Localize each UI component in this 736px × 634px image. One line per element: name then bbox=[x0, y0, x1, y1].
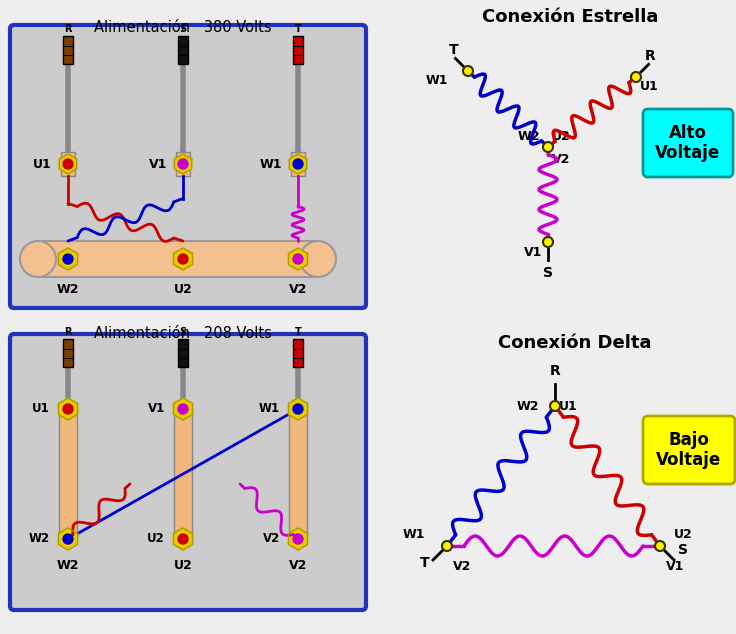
Text: W1: W1 bbox=[403, 528, 425, 541]
Text: Bajo
Voltaje: Bajo Voltaje bbox=[657, 430, 721, 469]
FancyBboxPatch shape bbox=[10, 334, 366, 610]
Text: T: T bbox=[449, 43, 459, 57]
Text: W1: W1 bbox=[259, 403, 280, 415]
Circle shape bbox=[442, 541, 452, 551]
Bar bbox=[293, 339, 303, 367]
FancyBboxPatch shape bbox=[643, 416, 735, 484]
Text: U1: U1 bbox=[559, 399, 578, 413]
Text: V2: V2 bbox=[289, 283, 307, 296]
Circle shape bbox=[20, 241, 56, 277]
Text: V1: V1 bbox=[666, 560, 684, 573]
Circle shape bbox=[63, 254, 73, 264]
Text: R: R bbox=[645, 49, 655, 63]
Bar bbox=[63, 339, 73, 367]
Text: V2: V2 bbox=[552, 153, 570, 166]
Circle shape bbox=[293, 404, 303, 414]
Circle shape bbox=[543, 237, 553, 247]
Bar bbox=[38, 241, 318, 277]
Circle shape bbox=[293, 254, 303, 264]
Polygon shape bbox=[58, 248, 77, 270]
Text: W2: W2 bbox=[57, 559, 79, 572]
Text: T: T bbox=[420, 556, 429, 570]
Circle shape bbox=[543, 142, 553, 152]
Polygon shape bbox=[289, 398, 308, 420]
Text: R: R bbox=[64, 24, 71, 34]
Text: U2: U2 bbox=[174, 559, 192, 572]
Circle shape bbox=[300, 241, 336, 277]
Circle shape bbox=[293, 534, 303, 544]
Text: W1: W1 bbox=[425, 75, 448, 87]
Bar bbox=[178, 339, 188, 367]
Circle shape bbox=[63, 159, 73, 169]
Bar bbox=[174, 409, 192, 539]
Text: S: S bbox=[543, 266, 553, 280]
Circle shape bbox=[463, 66, 473, 76]
Text: Conexión Estrella: Conexión Estrella bbox=[482, 8, 658, 26]
Text: V2: V2 bbox=[453, 560, 471, 573]
Text: S: S bbox=[678, 543, 688, 557]
Text: T: T bbox=[294, 327, 301, 337]
Text: V1: V1 bbox=[148, 403, 165, 415]
Text: V2: V2 bbox=[263, 533, 280, 545]
Circle shape bbox=[550, 401, 560, 411]
Bar bbox=[59, 409, 77, 539]
Text: U1: U1 bbox=[32, 403, 50, 415]
Text: R: R bbox=[64, 327, 71, 337]
Text: U1: U1 bbox=[640, 81, 659, 93]
Polygon shape bbox=[60, 154, 77, 174]
Text: Alimentación   380 Volts: Alimentación 380 Volts bbox=[94, 20, 272, 35]
Circle shape bbox=[293, 159, 303, 169]
Polygon shape bbox=[289, 528, 308, 550]
Circle shape bbox=[178, 534, 188, 544]
Circle shape bbox=[178, 159, 188, 169]
Text: W2: W2 bbox=[57, 283, 79, 296]
Text: U2: U2 bbox=[674, 528, 693, 541]
Circle shape bbox=[63, 404, 73, 414]
FancyBboxPatch shape bbox=[10, 25, 366, 308]
Circle shape bbox=[63, 534, 73, 544]
Polygon shape bbox=[174, 248, 193, 270]
Text: R: R bbox=[550, 364, 560, 378]
Bar bbox=[293, 36, 303, 64]
Text: U1: U1 bbox=[33, 157, 52, 171]
Text: U2: U2 bbox=[552, 130, 570, 143]
Text: U2: U2 bbox=[174, 283, 192, 296]
Bar bbox=[291, 152, 305, 176]
Text: W2: W2 bbox=[29, 533, 50, 545]
Bar bbox=[176, 152, 190, 176]
Polygon shape bbox=[58, 398, 77, 420]
Bar bbox=[289, 409, 307, 539]
Text: S: S bbox=[180, 24, 186, 34]
Text: W2: W2 bbox=[517, 130, 540, 143]
Text: V1: V1 bbox=[523, 246, 542, 259]
Text: Alto
Voltaje: Alto Voltaje bbox=[655, 124, 721, 162]
Circle shape bbox=[178, 404, 188, 414]
Circle shape bbox=[631, 72, 641, 82]
Text: T: T bbox=[294, 24, 301, 34]
Polygon shape bbox=[58, 528, 77, 550]
Circle shape bbox=[178, 254, 188, 264]
Text: W1: W1 bbox=[260, 157, 282, 171]
Polygon shape bbox=[174, 154, 191, 174]
Text: Conexión Delta: Conexión Delta bbox=[498, 334, 652, 352]
Text: Alimentación   208 Volts: Alimentación 208 Volts bbox=[94, 326, 272, 341]
Bar bbox=[61, 152, 75, 176]
Polygon shape bbox=[174, 398, 193, 420]
Text: V1: V1 bbox=[149, 157, 167, 171]
Polygon shape bbox=[174, 528, 193, 550]
Polygon shape bbox=[289, 154, 307, 174]
FancyBboxPatch shape bbox=[643, 109, 733, 177]
Bar bbox=[178, 36, 188, 64]
Bar bbox=[63, 36, 73, 64]
Polygon shape bbox=[289, 248, 308, 270]
Circle shape bbox=[655, 541, 665, 551]
Text: W2: W2 bbox=[517, 399, 539, 413]
Text: V2: V2 bbox=[289, 559, 307, 572]
Text: S: S bbox=[180, 327, 186, 337]
Text: U2: U2 bbox=[147, 533, 165, 545]
